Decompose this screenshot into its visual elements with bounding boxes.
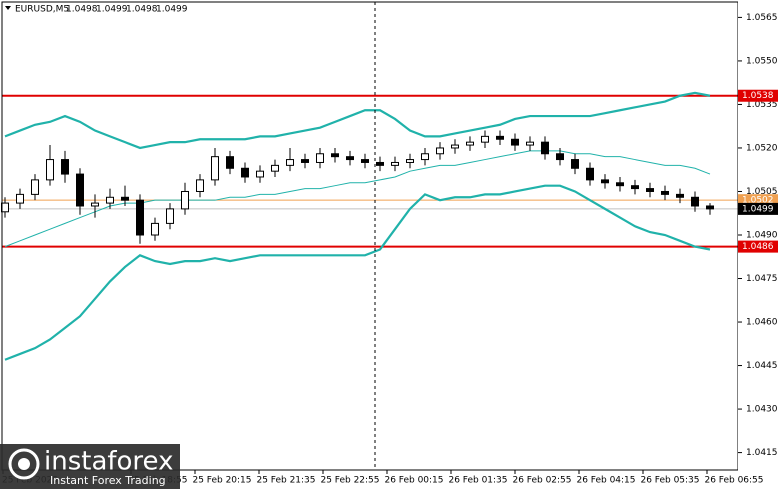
x-tick-label: 26 Feb 04:15 — [576, 476, 635, 486]
header-value: 1.0499 — [156, 5, 188, 15]
candle-body — [106, 196, 114, 204]
candle-body — [16, 193, 24, 204]
candle-body — [1, 202, 9, 213]
band-line — [4, 150, 711, 248]
candle-body — [316, 153, 324, 163]
price-axis: 1.05651.05501.05351.05201.05051.04901.04… — [738, 0, 781, 489]
y-tick-label: 1.0460 — [746, 318, 778, 328]
candle-body — [91, 202, 99, 207]
candle-body — [46, 159, 54, 181]
candle-body — [361, 159, 369, 163]
y-tick-label: 1.0550 — [746, 56, 778, 66]
band-line — [4, 91, 711, 150]
logo-ring — [8, 448, 40, 480]
x-tick-label: 25 Feb 21:35 — [256, 476, 315, 486]
slogan: Instant Forex Trading — [50, 474, 166, 487]
candle-body — [571, 159, 579, 169]
candle-body — [286, 159, 294, 166]
candle-body — [601, 179, 609, 184]
price-tag — [738, 202, 778, 215]
y-tick-label: 1.0475 — [746, 274, 778, 284]
candle-body — [376, 161, 384, 166]
y-tick-label: 1.0535 — [746, 100, 778, 110]
y-tick-label: 1.0490 — [746, 231, 778, 241]
price-tag-label: 1.0502 — [742, 196, 774, 206]
candle-body — [76, 173, 84, 207]
candle-body — [346, 156, 354, 161]
candle-body — [676, 193, 684, 198]
candle-body — [646, 188, 654, 192]
price-tag — [738, 89, 778, 102]
candle-body — [436, 147, 444, 155]
candle-body — [421, 153, 429, 161]
candle-body — [706, 205, 714, 210]
candle-body — [496, 135, 504, 140]
x-tick-label: 25 Feb 20:15 — [192, 476, 251, 486]
x-tick-label: 25 Feb 22:55 — [320, 476, 379, 486]
candle-body — [406, 159, 414, 163]
logo-dot — [18, 458, 30, 470]
y-tick-label: 1.0415 — [746, 448, 778, 458]
header-value: 1.0498 — [126, 5, 158, 15]
candle-body — [391, 161, 399, 166]
candle-body — [616, 182, 624, 187]
candle-body — [31, 179, 39, 195]
y-tick-label: 1.0520 — [746, 143, 778, 153]
candle-body — [556, 153, 564, 161]
candle-body — [241, 167, 249, 178]
header-value: 1.0498 — [66, 5, 98, 15]
candle-body — [451, 144, 459, 149]
header-arrow — [5, 6, 11, 10]
header-value: 1.0499 — [96, 5, 128, 15]
y-tick-label: 1.0565 — [746, 13, 778, 23]
candle-body — [196, 179, 204, 192]
price-tag — [738, 240, 778, 253]
candle-body — [466, 141, 474, 146]
candle-body — [691, 196, 699, 207]
candle-body — [166, 208, 174, 224]
x-tick-label: 26 Feb 02:55 — [512, 476, 571, 486]
candle-body — [481, 135, 489, 143]
candle-body — [256, 170, 264, 178]
y-tick-label: 1.0445 — [746, 361, 778, 371]
candle-body — [226, 156, 234, 169]
band-line — [4, 184, 711, 361]
x-tick-label: 26 Feb 06:55 — [704, 476, 763, 486]
candle-body — [511, 138, 519, 146]
candle-body — [526, 141, 534, 146]
candle-body — [151, 222, 159, 236]
candle-body — [211, 156, 219, 181]
y-tick-label: 1.0505 — [746, 187, 778, 197]
candle-body — [271, 164, 279, 172]
x-tick-label: 26 Feb 01:35 — [448, 476, 507, 486]
y-tick-label: 1.0430 — [746, 405, 778, 415]
price-tag-label: 1.0499 — [742, 204, 774, 214]
candle-body — [541, 141, 549, 155]
plot-area — [1, 91, 738, 361]
candle-body — [301, 159, 309, 163]
candle-body — [661, 190, 669, 195]
price-tag-label: 1.0538 — [742, 91, 774, 101]
candle-body — [61, 159, 69, 175]
brand: instaforex — [44, 447, 173, 477]
x-tick-label: 26 Feb 05:35 — [640, 476, 699, 486]
candle-body — [631, 185, 639, 190]
symbol-title: EURUSD,M5 — [15, 5, 69, 15]
x-tick-label: 26 Feb 00:15 — [384, 476, 443, 486]
candle-body — [136, 199, 144, 236]
header: EURUSD,M5 1.0498 1.0499 1.0498 1.0499 — [5, 5, 188, 15]
price-tag-label: 1.0486 — [742, 242, 774, 252]
candle-body — [121, 196, 129, 201]
candle-body — [586, 167, 594, 181]
candle-body — [181, 190, 189, 210]
watermark: instaforex Instant Forex Trading — [0, 444, 180, 489]
candle-body — [331, 153, 339, 158]
